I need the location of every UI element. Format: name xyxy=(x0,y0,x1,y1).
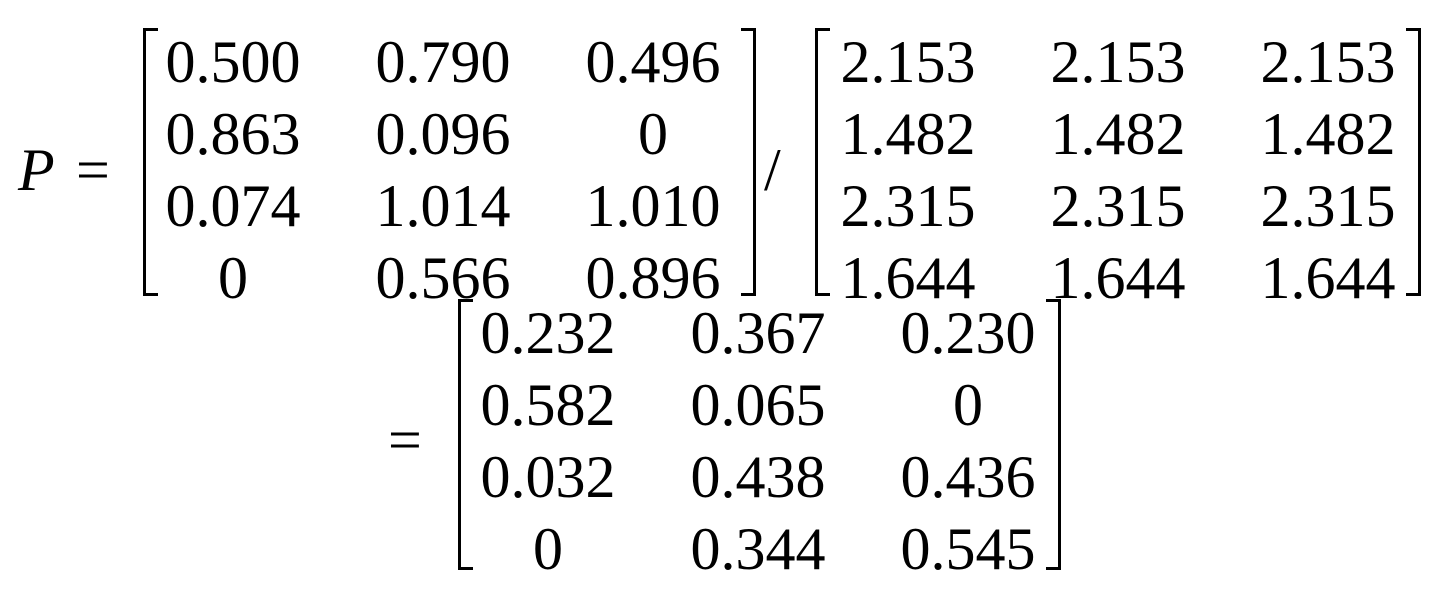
matrix-cell: 0.232 xyxy=(480,300,616,366)
matrix-cell: 0 xyxy=(218,245,248,311)
matrix-cell: 2.153 xyxy=(1050,29,1186,95)
matrix-cell: 2.315 xyxy=(1260,173,1396,239)
matrix-cell: 0 xyxy=(638,101,668,167)
matrix-cell: 2.153 xyxy=(1260,29,1396,95)
left-bracket xyxy=(143,28,158,296)
matrix-cell: 0.790 xyxy=(375,29,511,95)
matrix-cell: 2.315 xyxy=(840,173,976,239)
matrix-a: 0.500 0.790 0.496 0.863 0.096 0 0.074 1.014 1.01… xyxy=(128,26,758,314)
division-slash: / xyxy=(764,137,781,203)
variable-p: P xyxy=(18,137,55,203)
matrix-cell: 0.367 xyxy=(690,300,826,366)
matrix-cell: 1.482 xyxy=(1050,101,1186,167)
matrix-cell: 2.315 xyxy=(1050,173,1186,239)
matrix-cell: 0.545 xyxy=(900,516,1036,582)
matrix-cell: 0.496 xyxy=(585,29,721,95)
matrix-cell: 0.096 xyxy=(375,101,511,167)
matrix-cell: 1.010 xyxy=(585,173,721,239)
matrix-cell: 0.863 xyxy=(165,101,301,167)
left-bracket xyxy=(458,299,473,570)
matrix-cell: 2.153 xyxy=(840,29,976,95)
matrix-cell: 0.500 xyxy=(165,29,301,95)
matrix-b: 2.153 2.153 2.153 1.482 1.482 1.482 2.315 2.315… xyxy=(803,26,1433,314)
left-bracket xyxy=(815,28,830,296)
matrix-cell: 1.014 xyxy=(375,173,511,239)
matrix-cell: 0.566 xyxy=(375,245,511,311)
matrix-cell: 0.344 xyxy=(690,516,826,582)
equals-sign: = xyxy=(76,137,110,203)
matrix-cell: 0.032 xyxy=(480,444,616,510)
matrix-cell: 0.065 xyxy=(690,372,826,438)
matrix-cell: 0.582 xyxy=(480,372,616,438)
matrix-cell: 0.438 xyxy=(690,444,826,510)
matrix-cell: 0 xyxy=(533,516,563,582)
right-bracket xyxy=(1046,299,1061,570)
matrix-cell: 0.230 xyxy=(900,300,1036,366)
matrix-cell: 1.482 xyxy=(1260,101,1396,167)
matrix-cell: 0 xyxy=(953,372,983,438)
right-bracket xyxy=(1406,28,1421,296)
matrix-cell: 1.482 xyxy=(840,101,976,167)
matrix-cell: 0.436 xyxy=(900,444,1036,510)
result-matrix: 0.232 0.367 0.230 0.582 0.065 0 0.032 0.438 0.43… xyxy=(443,297,1073,585)
matrix-cell: 1.644 xyxy=(1260,245,1396,311)
equals-sign-result: = xyxy=(388,407,422,473)
right-bracket xyxy=(741,28,756,296)
matrix-cell: 1.644 xyxy=(1050,245,1186,311)
matrix-cell: 0.896 xyxy=(585,245,721,311)
matrix-cell: 0.074 xyxy=(165,173,301,239)
matrix-cell: 1.644 xyxy=(840,245,976,311)
